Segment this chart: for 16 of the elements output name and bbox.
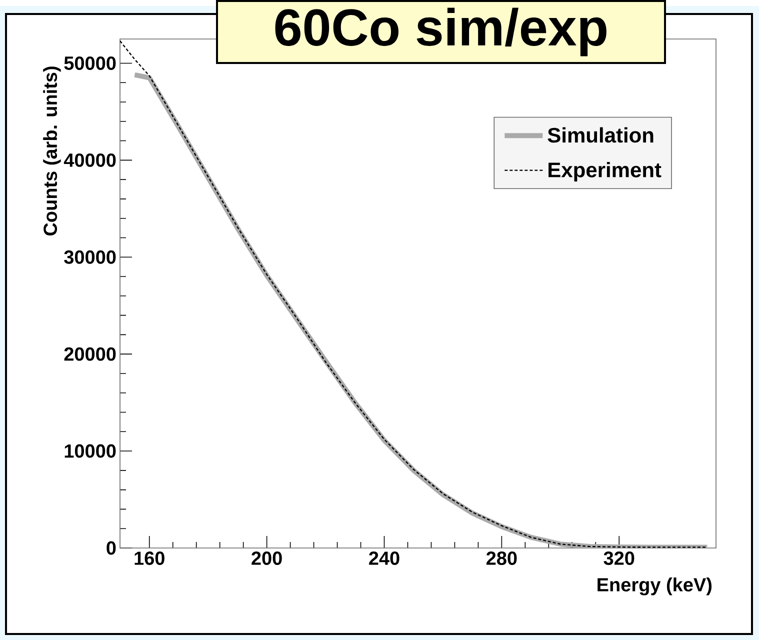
y-tick-label: 50000 — [64, 56, 116, 70]
x-axis-title: Energy (keV) — [598, 578, 712, 596]
y-tick-label: 20000 — [64, 347, 116, 361]
legend-label: Simulation — [548, 127, 654, 143]
y-axis-title: Counts (arb. units) — [43, 66, 61, 236]
x-tick-label: 280 — [486, 552, 517, 565]
x-tick-label: 200 — [252, 552, 282, 565]
y-tick-label: 10000 — [64, 444, 116, 458]
legend-label: Experiment — [548, 162, 662, 182]
y-tick-label: 30000 — [64, 250, 116, 264]
x-tick-label: 160 — [134, 552, 164, 565]
y-tick-label: 40000 — [64, 153, 116, 167]
chart-title: 60Co sim/exp — [275, 8, 606, 56]
y-tick-label: 0 — [106, 541, 116, 555]
x-tick-label: 240 — [369, 552, 400, 565]
x-tick-label: 320 — [604, 552, 634, 565]
